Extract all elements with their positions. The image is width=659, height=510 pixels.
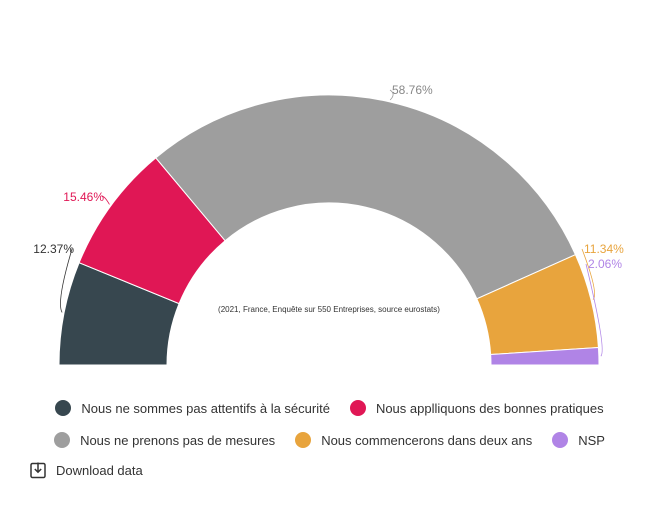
download-data-button[interactable]: Download data <box>30 462 143 479</box>
legend-swatch <box>349 400 366 416</box>
legend-swatch <box>54 432 71 448</box>
slice-value-label: 11.34% <box>584 242 624 256</box>
chart-slice[interactable] <box>155 94 577 300</box>
legend-item[interactable]: Nous applliquons des bonnes pratiques <box>349 400 604 416</box>
legend-row-1: Nous ne sommes pas attentifs à la sécuri… <box>0 400 659 416</box>
chart-slice[interactable] <box>490 347 600 366</box>
legend-label: Nous ne prenons pas de mesures <box>80 432 276 448</box>
leader-line <box>101 196 110 205</box>
legend-row-2: Nous ne prenons pas de mesures Nous comm… <box>0 432 659 448</box>
legend-item[interactable]: Nous ne prenons pas de mesures <box>54 432 275 448</box>
slice-value-label: 15.46% <box>63 190 104 204</box>
semi-donut-chart: 12.37% 15.46% 58.76% 11.34%2.06% (2021, Fra… <box>33 83 624 366</box>
legend-label: Nous applliquons des bonnes pratiques <box>375 400 604 416</box>
legend-label: Nous commencerons dans deux ans <box>321 432 533 448</box>
chart-note: (2021, France, Enquête sur 550 Entrepris… <box>218 305 440 314</box>
legend-item[interactable]: NSP <box>552 432 605 448</box>
slice-value-label: 12.37% <box>33 242 74 256</box>
legend-swatch <box>552 432 569 448</box>
legend-swatch <box>55 400 72 416</box>
legend-item[interactable]: Nous commencerons dans deux ans <box>295 432 532 448</box>
leader-line <box>585 263 603 357</box>
download-icon <box>30 462 46 479</box>
slice-value-label: 58.76% <box>392 83 433 97</box>
download-label: Download data <box>56 463 143 478</box>
legend-swatch <box>295 432 312 448</box>
legend-label: NSP <box>578 432 605 448</box>
leader-line <box>389 89 394 101</box>
legend-item[interactable]: Nous ne sommes pas attentifs à la sécuri… <box>55 400 330 416</box>
slice-value-label: 2.06% <box>588 257 622 271</box>
legend-label: Nous ne sommes pas attentifs à la sécuri… <box>81 400 330 416</box>
leader-line <box>60 248 73 313</box>
